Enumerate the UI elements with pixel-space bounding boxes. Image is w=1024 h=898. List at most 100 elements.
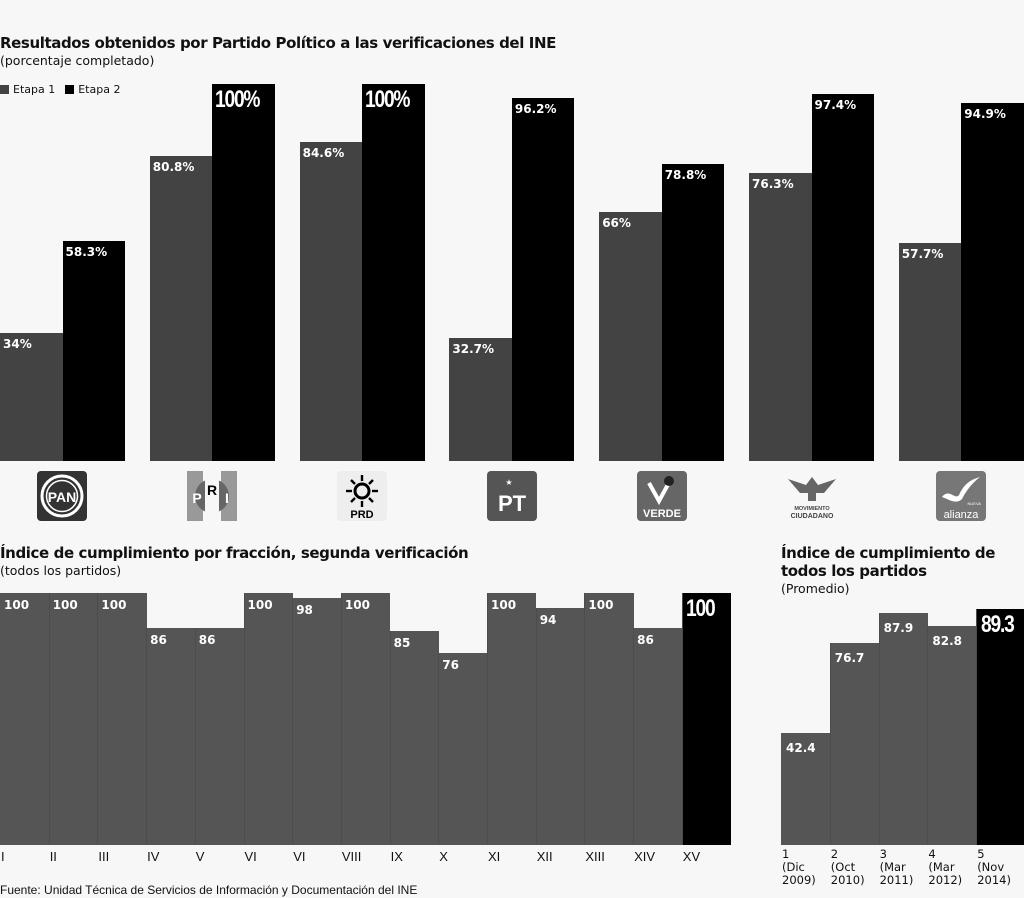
bar-pan-etapa1 <box>0 332 63 461</box>
fraction-tick-6: VI <box>244 849 257 864</box>
fraction-label-10: 76 <box>442 658 459 673</box>
svg-text:MOVIMIENTO: MOVIMIENTO <box>794 506 830 512</box>
chart3-title-line1: Índice de cumplimiento de <box>781 544 996 562</box>
average-tick-2: 2 (Oct 2010) <box>831 848 865 887</box>
average-tick-year: 2014) <box>977 873 1011 887</box>
bar-verde-etapa1 <box>599 212 662 461</box>
fraction-bar-10 <box>438 653 488 845</box>
fraction-label-9: 85 <box>393 635 411 650</box>
fraction-bar-9 <box>389 630 439 845</box>
chart2-subtitle: (todos los partidos) <box>0 563 122 578</box>
average-tick-year: 2010) <box>830 873 865 887</box>
data-label-pt-etapa1: 32.7% <box>452 341 495 356</box>
average-bar-3 <box>878 612 928 845</box>
average-bar-5 <box>976 609 1024 845</box>
fraction-bar-2 <box>48 593 98 845</box>
chart2-title: Índice de cumplimiento por fracción, seg… <box>0 544 469 562</box>
bar-verde-etapa2 <box>661 163 725 461</box>
average-bar-4 <box>927 626 977 845</box>
fraction-tick-2: II <box>49 849 57 864</box>
nueva-alianza-logo-icon: NUEVA alianza <box>936 471 986 521</box>
average-tick-num: 4 <box>928 847 936 861</box>
legend-swatch-etapa2 <box>65 85 75 94</box>
fraction-bar-3 <box>97 593 147 845</box>
chart1-legend: Etapa 1 Etapa 2 <box>0 83 120 96</box>
verde-logo-icon: VERDE <box>637 471 687 521</box>
fraction-label-7: 98 <box>296 603 313 618</box>
fraction-tick-5: V <box>195 849 205 864</box>
chart3-title-line2: todos los partidos <box>781 562 927 580</box>
fraction-tick-11: XI <box>488 849 501 864</box>
fraction-tick-15: XV <box>682 849 701 864</box>
average-label-4: 82.8 <box>932 634 962 649</box>
svg-text:VERDE: VERDE <box>643 508 681 520</box>
svg-text:★: ★ <box>505 478 512 487</box>
fraction-bar-4 <box>146 628 196 845</box>
average-tick-month: (Oct <box>830 860 856 874</box>
movimiento-ciudadano-logo-icon: MOVIMIENTO CIUDADANO <box>782 471 842 521</box>
fraction-label-1: 100 <box>4 598 30 612</box>
svg-text:NUEVA: NUEVA <box>968 501 982 506</box>
average-tick-year: 2011) <box>879 873 914 887</box>
average-tick-num: 3 <box>879 847 887 861</box>
fraction-bar-6 <box>243 593 293 845</box>
fraction-tick-10: X <box>439 849 448 864</box>
bar-alianza-etapa1 <box>898 243 962 461</box>
pt-logo-icon: PT ★ <box>487 471 537 521</box>
fraction-bar-15 <box>681 593 731 845</box>
prd-logo-icon: PRD <box>337 471 387 521</box>
fraction-bar-14 <box>633 628 683 845</box>
average-tick-month: (Mar <box>928 860 955 874</box>
chart3-subtitle: (Promedio) <box>781 581 850 596</box>
chart1-title: Resultados obtenidos por Partido Polític… <box>0 34 556 52</box>
svg-text:R: R <box>207 482 217 498</box>
average-tick-num: 1 <box>782 847 790 861</box>
fraction-bar-1 <box>0 593 50 845</box>
fraction-label-13: 100 <box>588 598 614 612</box>
data-label-pri-etapa2: 100% <box>215 86 261 113</box>
data-label-verde-etapa1: 66% <box>602 216 631 231</box>
data-label-alianza-etapa2: 94.9% <box>964 107 1006 122</box>
average-label-1: 42.4 <box>786 741 816 756</box>
fraction-tick-8: VIII <box>341 849 362 864</box>
fraction-bar-13 <box>584 593 634 845</box>
fraction-tick-12: XII <box>536 849 553 864</box>
svg-text:CIUDADANO: CIUDADANO <box>791 513 834 520</box>
average-tick-num: 2 <box>830 847 839 861</box>
fraction-tick-3: III <box>98 849 110 864</box>
chart1-subtitle: (porcentaje completado) <box>0 53 155 68</box>
bar-movimiento-ciudadano-etapa2 <box>811 93 874 461</box>
legend-swatch-etapa1 <box>0 85 9 94</box>
fraction-label-14: 86 <box>637 633 654 648</box>
average-tick-month: (Mar <box>879 860 906 874</box>
svg-text:PAN: PAN <box>48 489 77 505</box>
svg-text:P: P <box>192 490 201 506</box>
fraction-tick-7: VI <box>293 849 306 864</box>
pri-logo-icon: P R I <box>187 471 237 521</box>
fraction-bar-8 <box>340 593 391 845</box>
data-label-pri-etapa1: 80.8% <box>152 160 195 175</box>
svg-text:alianza: alianza <box>944 509 980 521</box>
fraction-tick-1: I <box>1 849 5 864</box>
bar-pri-etapa1 <box>149 156 213 461</box>
data-label-pt-etapa2: 96.2% <box>514 102 557 117</box>
average-label-2: 76.7 <box>834 650 865 665</box>
data-label-movimiento-ciudadano-etapa1: 76.3% <box>752 177 794 192</box>
average-tick-month: (Dic <box>782 860 805 874</box>
pan-logo-icon: PAN <box>37 471 87 521</box>
fraction-label-11: 100 <box>491 598 517 612</box>
svg-text:PRD: PRD <box>350 509 373 521</box>
average-bar-1 <box>781 733 831 845</box>
data-label-prd-etapa1: 84.6% <box>302 146 345 161</box>
fraction-label-8: 100 <box>344 598 370 612</box>
fraction-tick-9: IX <box>390 849 403 864</box>
fraction-tick-14: XIV <box>634 849 656 864</box>
fraction-tick-4: IV <box>147 849 160 864</box>
data-label-pan-etapa1: 34% <box>3 336 32 351</box>
fraction-bar-11 <box>487 593 537 845</box>
svg-text:I: I <box>225 490 229 506</box>
data-label-verde-etapa2: 78.8% <box>664 167 707 182</box>
fraction-label-4: 86 <box>150 633 167 648</box>
average-tick-1: 1 (Dic 2009) <box>782 848 816 887</box>
data-label-pan-etapa2: 58.3% <box>65 245 108 260</box>
